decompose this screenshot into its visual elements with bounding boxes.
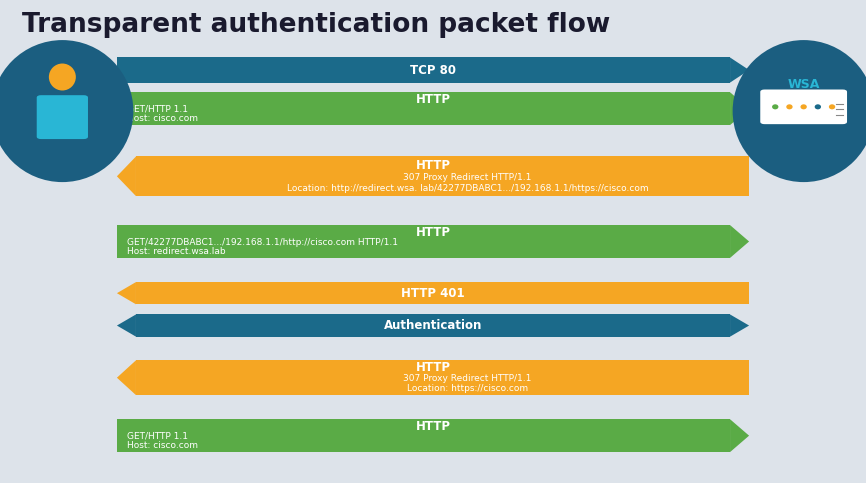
Polygon shape (117, 282, 136, 304)
Polygon shape (117, 156, 136, 196)
Polygon shape (117, 360, 136, 395)
Text: Host: cisco.com: Host: cisco.com (127, 114, 198, 123)
Bar (136, 282, 749, 304)
Ellipse shape (48, 63, 76, 90)
Text: GET/42277DBABC1.../192.168.1.1/http://cisco.com HTTP/1.1: GET/42277DBABC1.../192.168.1.1/http://ci… (127, 238, 398, 247)
Text: HTTP: HTTP (416, 93, 450, 106)
Bar (136, 314, 730, 337)
Bar (136, 156, 749, 196)
Text: Host: cisco.com: Host: cisco.com (127, 441, 198, 450)
Text: Location: https://cisco.com: Location: https://cisco.com (407, 384, 528, 393)
Polygon shape (730, 225, 749, 258)
Text: 307 Proxy Redirect HTTP/1.1: 307 Proxy Redirect HTTP/1.1 (404, 374, 532, 383)
Ellipse shape (786, 104, 792, 109)
Text: HTTP: HTTP (416, 226, 450, 239)
Ellipse shape (733, 40, 866, 182)
Text: TCP 80: TCP 80 (410, 64, 456, 76)
Bar (136, 360, 749, 395)
Text: Host: redirect.wsa.lab: Host: redirect.wsa.lab (127, 247, 226, 256)
Ellipse shape (800, 104, 807, 109)
Text: HTTP: HTTP (416, 159, 450, 171)
Text: 307 Proxy Redirect HTTP/1.1: 307 Proxy Redirect HTTP/1.1 (404, 172, 532, 182)
Text: Location: http://redirect.wsa. lab/42277DBABC1.../192.168.1.1/https://cisco.com: Location: http://redirect.wsa. lab/42277… (287, 184, 649, 193)
Polygon shape (117, 314, 136, 337)
Text: HTTP: HTTP (416, 361, 450, 374)
FancyBboxPatch shape (760, 89, 847, 124)
Polygon shape (730, 57, 749, 83)
Bar (117, 419, 730, 452)
Bar (117, 57, 730, 83)
Polygon shape (730, 314, 749, 337)
Polygon shape (730, 419, 749, 452)
Ellipse shape (829, 104, 835, 109)
Ellipse shape (0, 40, 133, 182)
Ellipse shape (772, 104, 779, 109)
Ellipse shape (815, 104, 821, 109)
Polygon shape (730, 92, 749, 125)
Text: GET/HTTP 1.1: GET/HTTP 1.1 (127, 432, 188, 441)
FancyBboxPatch shape (36, 95, 88, 139)
Text: GET/HTTP 1.1: GET/HTTP 1.1 (127, 105, 188, 114)
Text: Transparent authentication packet flow: Transparent authentication packet flow (22, 12, 610, 38)
Bar (117, 225, 730, 258)
Text: HTTP 401: HTTP 401 (401, 287, 465, 299)
Text: Authentication: Authentication (384, 319, 482, 332)
Bar (117, 92, 730, 125)
Text: WSA: WSA (787, 78, 820, 91)
Text: HTTP: HTTP (416, 420, 450, 433)
